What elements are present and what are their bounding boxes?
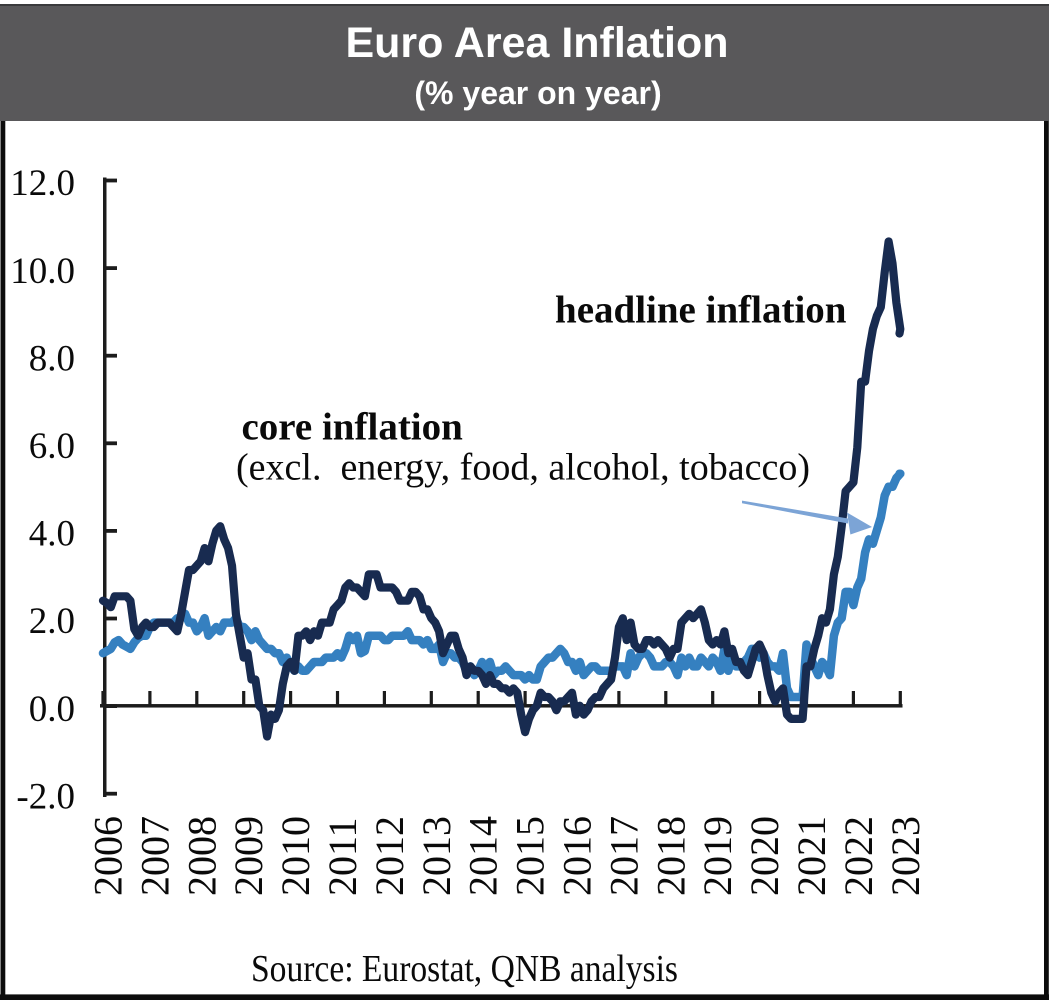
svg-text:12.0: 12.0 bbox=[10, 163, 75, 204]
svg-text:10.0: 10.0 bbox=[10, 251, 75, 292]
svg-text:2012: 2012 bbox=[367, 816, 412, 896]
svg-text:headline inflation: headline inflation bbox=[555, 289, 847, 332]
svg-text:Source: Eurostat, QNB analysis: Source: Eurostat, QNB analysis bbox=[251, 948, 678, 990]
svg-text:2023: 2023 bbox=[883, 816, 928, 896]
svg-text:2.0: 2.0 bbox=[29, 601, 75, 642]
svg-text:2021: 2021 bbox=[789, 816, 834, 896]
svg-text:2020: 2020 bbox=[742, 816, 787, 896]
svg-text:core inflation: core inflation bbox=[242, 406, 464, 449]
svg-text:2009: 2009 bbox=[226, 816, 271, 896]
svg-text:Euro Area Inflation: Euro Area Inflation bbox=[345, 19, 728, 67]
svg-text:0.0: 0.0 bbox=[29, 689, 75, 730]
svg-text:2006: 2006 bbox=[86, 816, 131, 896]
svg-text:(% year on year): (% year on year) bbox=[414, 75, 661, 111]
svg-text:6.0: 6.0 bbox=[29, 426, 75, 467]
svg-text:2022: 2022 bbox=[836, 816, 881, 896]
svg-text:2018: 2018 bbox=[648, 816, 693, 896]
svg-text:2007: 2007 bbox=[132, 816, 177, 896]
svg-text:4.0: 4.0 bbox=[29, 514, 75, 555]
svg-text:2019: 2019 bbox=[695, 816, 740, 896]
svg-text:2008: 2008 bbox=[179, 816, 224, 896]
svg-text:2011: 2011 bbox=[320, 817, 365, 896]
svg-text:2015: 2015 bbox=[508, 816, 553, 896]
svg-text:2014: 2014 bbox=[461, 816, 506, 896]
svg-text:(excl. energy, food, alcohol,: (excl. energy, food, alcohol, tobacco) bbox=[236, 447, 810, 489]
svg-text:2017: 2017 bbox=[601, 816, 646, 896]
svg-text:-2.0: -2.0 bbox=[16, 776, 75, 817]
svg-text:2010: 2010 bbox=[273, 816, 318, 896]
svg-text:2016: 2016 bbox=[555, 816, 600, 896]
svg-text:8.0: 8.0 bbox=[29, 338, 75, 379]
svg-text:2013: 2013 bbox=[414, 816, 459, 896]
